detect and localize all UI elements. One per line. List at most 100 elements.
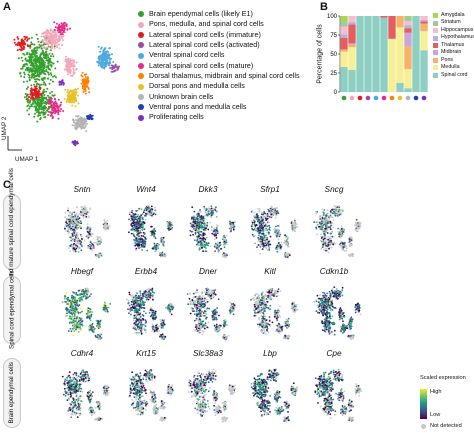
feature-cell-point [325,230,327,233]
umap-cell-point [22,39,25,42]
umap-cell-point [55,76,57,79]
feature-cell-point [70,220,73,222]
feature-cell-point [73,315,76,317]
feature-cell-point [320,237,323,240]
feature-cell-point [340,231,342,234]
umap-cell-point [108,57,111,60]
umap-cell-point [108,64,111,67]
feature-cell-point [355,229,358,232]
umap-cell-point [20,75,23,78]
umap-cell-point [18,48,21,51]
umap-cell-point [57,117,60,120]
feature-cell-point [293,218,296,221]
feature-cell-point [266,238,268,241]
feature-cell-point [262,221,265,224]
umap-cell-point [60,80,63,83]
umap-cell-point [66,28,69,31]
feature-cell-point [89,319,92,322]
feature-cell-point [268,224,270,227]
bar-segment [404,25,412,29]
umap-cell-point [65,101,68,103]
feature-cell-point [194,222,196,225]
feature-cell-point [130,215,133,217]
umap-cell-point [35,83,38,86]
feature-cell-point [142,242,145,244]
umap-cell-point [30,70,33,73]
feature-cell-point [322,244,324,246]
feature-cell-point [132,214,135,217]
umap-cell-point [83,127,86,130]
feature-cell-point [219,248,222,250]
umap-cell-point [21,38,23,41]
umap-cell-point [34,112,36,115]
feature-cell-point [261,243,264,246]
feature-cell-point [74,307,76,310]
feature-cell-point [320,239,322,242]
umap-cell-point [33,73,36,75]
umap-cell-point [61,24,64,27]
umap-cell-point [33,43,36,46]
umap-cell-point [47,105,50,108]
feature-cell-point [141,228,144,231]
umap-cell-point [22,52,25,55]
umap-cell-point [80,119,83,122]
feature-cell-point [67,209,69,212]
bar-segment [396,82,404,92]
bar-segment [348,44,356,48]
feature-cell-point [71,313,74,316]
feature-cell-point [199,209,201,211]
umap-cell-point [26,39,29,42]
umap-cell-point [40,100,43,103]
feature-cell-point [321,208,323,211]
umap-cell-point [108,54,111,57]
umap-cell-point [32,51,35,54]
feature-cell-point [99,239,102,242]
feature-row-label-text: Spinal cord ependymal cells [8,270,16,350]
feature-cell-point [196,236,199,238]
feature-cell-point [74,250,77,253]
feature-cell-point [70,311,72,314]
feature-cell-point [332,219,335,221]
feature-cell-point [96,236,99,238]
feature-cell-point [74,215,77,217]
feature-cell-point [135,216,138,219]
umap-cell-point [84,79,87,82]
umap-cell-point [51,112,54,115]
feature-cell-point [146,205,149,207]
feature-cell-point [315,212,318,215]
umap-cell-point [85,130,88,133]
umap-cell-point [81,126,84,129]
umap-cell-point [13,41,16,44]
feature-cell-point [80,241,83,244]
umap-cell-point [24,58,27,61]
umap-cell-point [51,34,54,37]
umap-cell-point [38,90,41,93]
umap-cell-point [74,105,77,108]
umap-cell-point [24,36,27,39]
feature-cell-point [284,234,286,237]
feature-cell-point [319,218,322,220]
umap-cell-point [76,94,79,97]
feature-cell-point [72,307,75,310]
umap-cell-point [109,57,112,60]
feature-cell-point [193,214,195,217]
feature-cell-point [214,250,216,252]
feature-cell-point [72,222,75,225]
feature-cell-point [79,293,81,296]
umap-cell-point [75,61,78,64]
umap-cell-point [97,61,100,64]
feature-cell-point [291,228,294,230]
umap-cell-point [83,87,86,90]
feature-cell-point [256,216,258,218]
feature-cell-point [192,221,195,223]
umap-cell-point [75,67,78,70]
feature-cell-point [257,244,260,246]
feature-cell-point [84,209,87,212]
umap-cell-point [25,62,28,65]
umap-cell-point [18,44,21,47]
feature-cell-point [250,225,253,228]
feature-cell-point [205,236,208,239]
feature-cell-point [138,226,140,229]
feature-cell-point [87,310,90,312]
feature-cell-point [80,290,83,293]
